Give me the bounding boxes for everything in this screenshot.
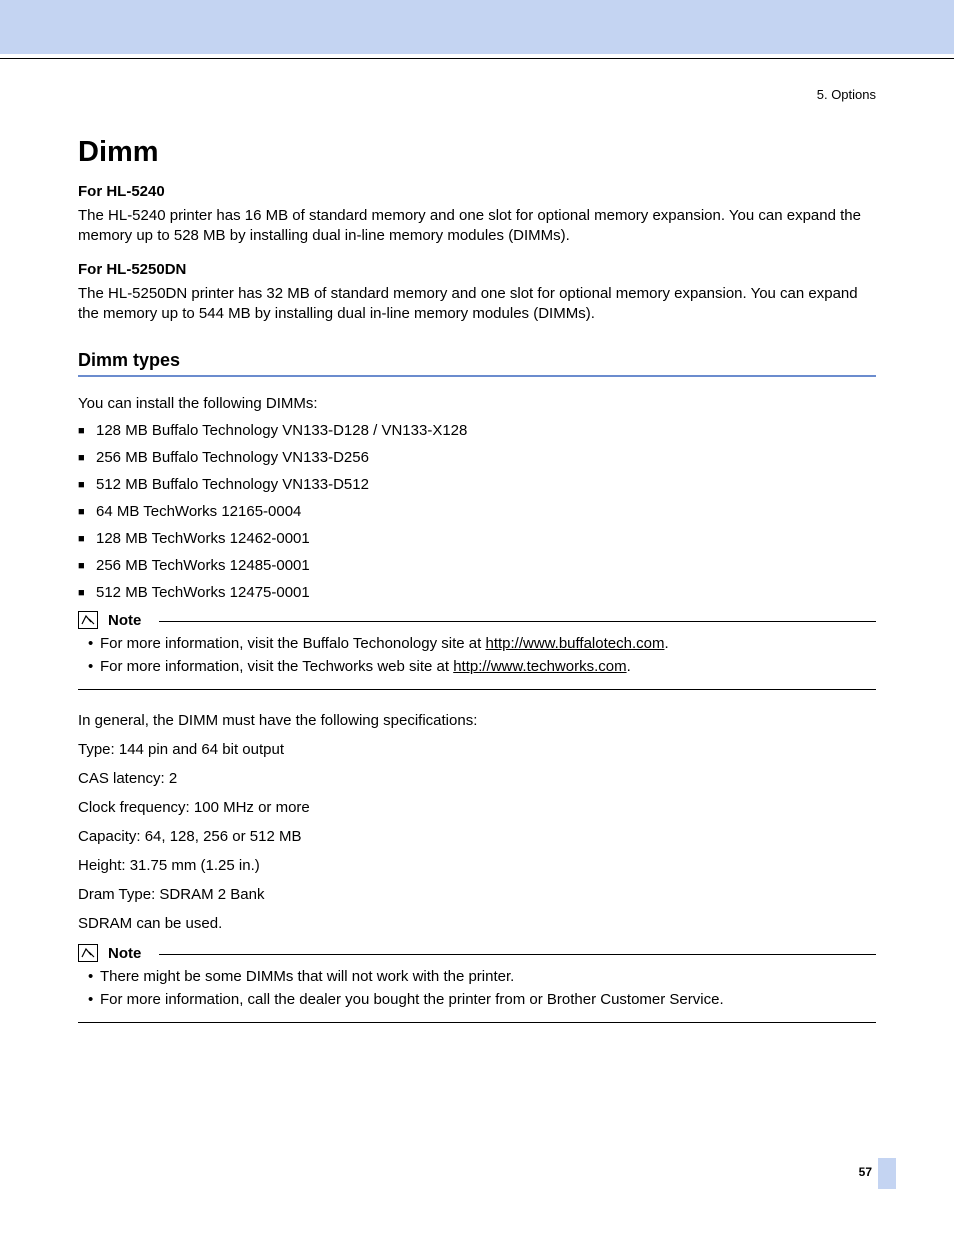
note-content: There might be some DIMMs that will not …	[78, 962, 876, 1022]
dimm-types-intro: You can install the following DIMMs:	[78, 395, 876, 412]
section-text-hl5250dn: The HL-5250DN printer has 32 MB of stand…	[78, 284, 876, 325]
spec-line: CAS latency: 2	[78, 770, 876, 787]
list-item: 256 MB Buffalo Technology VN133-D256	[78, 449, 876, 466]
page-content: 5. Options Dimm For HL-5240 The HL-5240 …	[0, 59, 954, 1023]
note-content: For more information, visit the Buffalo …	[78, 629, 876, 689]
spec-line: Type: 144 pin and 64 bit output	[78, 741, 876, 758]
section-text-hl5240: The HL-5240 printer has 16 MB of standar…	[78, 206, 876, 247]
list-item: 64 MB TechWorks 12165-0004	[78, 503, 876, 520]
header-bar	[0, 0, 954, 54]
spec-line: Height: 31.75 mm (1.25 in.)	[78, 857, 876, 874]
breadcrumb: 5. Options	[78, 87, 876, 102]
heading-underline	[78, 375, 876, 377]
list-item: 512 MB TechWorks 12475-0001	[78, 584, 876, 601]
note-rule	[159, 954, 876, 955]
note-bottom-rule	[78, 689, 876, 690]
page-title: Dimm	[78, 136, 876, 169]
techworks-link[interactable]: http://www.techworks.com	[453, 658, 626, 675]
list-item: 256 MB TechWorks 12485-0001	[78, 557, 876, 574]
note-icon	[78, 611, 98, 629]
spec-line: Clock frequency: 100 MHz or more	[78, 799, 876, 816]
note-label: Note	[108, 612, 149, 629]
note-line: There might be some DIMMs that will not …	[86, 968, 876, 985]
specs-intro: In general, the DIMM must have the follo…	[78, 712, 876, 729]
note-label: Note	[108, 945, 149, 962]
note-text-suffix: .	[627, 658, 631, 675]
list-item: 128 MB TechWorks 12462-0001	[78, 530, 876, 547]
note-line: For more information, call the dealer yo…	[86, 991, 876, 1008]
note-line: For more information, visit the Techwork…	[86, 658, 876, 675]
spec-line: SDRAM can be used.	[78, 915, 876, 932]
spec-line: Capacity: 64, 128, 256 or 512 MB	[78, 828, 876, 845]
buffalo-link[interactable]: http://www.buffalotech.com	[485, 635, 664, 652]
note-header: Note	[78, 611, 876, 629]
note-icon	[78, 944, 98, 962]
note-rule	[159, 621, 876, 622]
note-line: For more information, visit the Buffalo …	[86, 635, 876, 652]
dimm-types-list: 128 MB Buffalo Technology VN133-D128 / V…	[78, 422, 876, 601]
specs-block: In general, the DIMM must have the follo…	[78, 712, 876, 932]
note-header: Note	[78, 944, 876, 962]
note-block-1: Note For more information, visit the Buf…	[78, 611, 876, 690]
list-item: 512 MB Buffalo Technology VN133-D512	[78, 476, 876, 493]
spec-line: Dram Type: SDRAM 2 Bank	[78, 886, 876, 903]
section-heading-hl5240: For HL-5240	[78, 183, 876, 200]
note-bottom-rule	[78, 1022, 876, 1023]
note-text: For more information, visit the Techwork…	[100, 658, 453, 675]
note-text: For more information, visit the Buffalo …	[100, 635, 485, 652]
corner-tab	[878, 1158, 896, 1189]
note-block-2: Note There might be some DIMMs that will…	[78, 944, 876, 1023]
page-number: 57	[859, 1165, 872, 1179]
section-heading-hl5250dn: For HL-5250DN	[78, 261, 876, 278]
list-item: 128 MB Buffalo Technology VN133-D128 / V…	[78, 422, 876, 439]
dimm-types-heading: Dimm types	[78, 350, 876, 371]
note-text-suffix: .	[664, 635, 668, 652]
